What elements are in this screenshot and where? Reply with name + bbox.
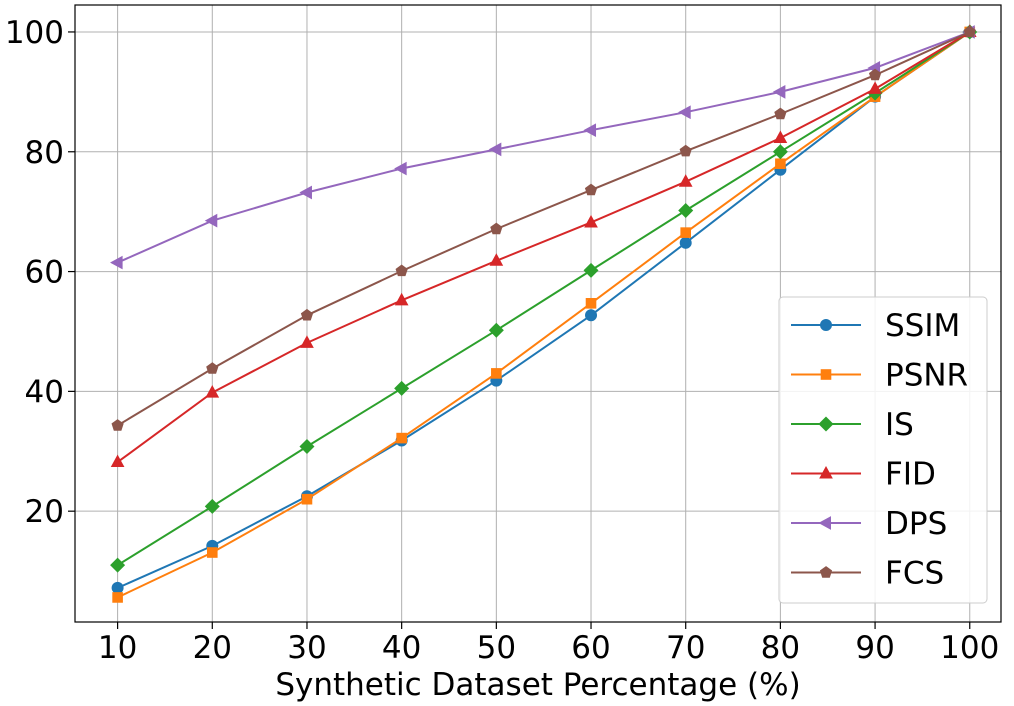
data-point-is: [678, 202, 694, 218]
legend-label: DPS: [885, 506, 947, 542]
legend-label: IS: [885, 407, 914, 443]
data-point-is: [583, 262, 599, 278]
y-tick-label: 100: [5, 15, 64, 51]
x-tick-label: 60: [571, 630, 610, 666]
series-fid: [110, 24, 977, 468]
data-point-dps: [299, 185, 312, 200]
legend-marker-dps: [818, 516, 831, 530]
data-point-fcs: [490, 222, 503, 235]
data-point-ssim: [679, 236, 692, 249]
data-point-fid: [773, 130, 788, 143]
data-point-dps: [772, 85, 786, 99]
data-point-dps: [394, 161, 407, 176]
data-point-fid: [394, 292, 409, 306]
series-dps: [110, 25, 975, 270]
x-tick-label: 10: [98, 630, 137, 666]
legend-label: PSNR: [885, 358, 968, 394]
series-group: [110, 24, 978, 603]
data-point-is: [299, 438, 315, 454]
data-point-psnr: [491, 368, 502, 379]
data-point-psnr: [585, 298, 597, 309]
legend-item-dps: DPS: [791, 506, 947, 542]
y-tick-label: 20: [25, 494, 64, 530]
y-tick-label: 40: [25, 374, 64, 410]
legend-label: FID: [885, 457, 936, 493]
data-point-fcs: [111, 419, 124, 431]
data-point-fid: [205, 385, 220, 398]
series-line-is: [117, 31, 971, 566]
data-point-ssim: [585, 309, 598, 322]
data-point-is: [772, 144, 788, 160]
series-line-fcs: [117, 31, 971, 427]
x-tick-label: 20: [193, 630, 232, 666]
x-tick-label: 80: [761, 630, 800, 666]
data-point-psnr: [301, 493, 313, 505]
data-point-fcs: [584, 183, 598, 196]
data-point-dps: [204, 213, 218, 228]
data-point-dps: [678, 105, 691, 120]
data-point-fid: [678, 174, 693, 187]
data-point-fcs: [774, 107, 787, 120]
data-point-fid: [489, 253, 504, 266]
data-point-dps: [110, 255, 123, 270]
data-point-dps: [488, 142, 502, 157]
data-point-is: [110, 557, 126, 573]
y-tick-label: 80: [25, 135, 64, 171]
series-line-dps: [117, 31, 971, 264]
axis-ticks: 10 20 30 40 50 60 70 80 90 100 20 40 60 80 100: [5, 15, 1000, 666]
x-tick-label: 90: [855, 630, 894, 666]
data-point-psnr: [396, 432, 407, 444]
legend-marker-is: [818, 416, 834, 432]
data-point-fid: [868, 81, 882, 94]
legend: SSIM PSNR IS FID DPS FCS: [778, 296, 988, 604]
series-line-ssim: [117, 31, 971, 589]
data-point-ssim: [111, 581, 124, 594]
data-point-fcs: [868, 68, 882, 81]
data-point-fcs: [963, 25, 976, 38]
data-point-psnr: [680, 227, 692, 238]
x-tick-label: 70: [666, 630, 705, 666]
x-tick-label: 100: [940, 630, 999, 666]
x-tick-label: 50: [477, 630, 516, 666]
legend-marker-ssim: [820, 319, 832, 331]
legend-marker-fid: [819, 465, 833, 479]
data-point-fid: [300, 335, 314, 348]
series-fcs: [111, 25, 976, 431]
legend-item-fid: FID: [791, 457, 936, 493]
legend-item-ssim: SSIM: [791, 308, 960, 344]
data-point-fid: [584, 214, 598, 228]
series-line-psnr: [117, 31, 971, 599]
plot-area-frame: [74, 4, 1002, 623]
x-tick-label: 40: [382, 630, 421, 666]
data-point-fcs: [679, 144, 692, 157]
data-point-psnr: [775, 158, 786, 170]
legend-label: SSIM: [885, 308, 960, 344]
legend-item-is: IS: [791, 407, 914, 443]
data-point-fcs: [300, 308, 314, 321]
x-axis-title: Synthetic Dataset Percentage (%): [275, 667, 800, 703]
legend-label: FCS: [885, 556, 944, 592]
data-point-fid: [110, 454, 125, 468]
data-point-dps: [583, 123, 597, 138]
legend-marker-fcs: [819, 566, 833, 578]
series-line-fid: [117, 31, 971, 463]
x-tick-label: 30: [287, 630, 326, 666]
data-point-psnr: [112, 592, 123, 603]
legend-marker-psnr: [820, 369, 832, 380]
data-point-fcs: [206, 362, 219, 374]
y-tick-label: 60: [25, 255, 64, 291]
legend-item-fcs: FCS: [791, 556, 944, 592]
data-point-is: [488, 322, 504, 338]
legend-item-psnr: PSNR: [791, 358, 968, 394]
data-point-is: [204, 498, 220, 514]
data-point-psnr: [206, 547, 218, 558]
data-point-fcs: [395, 264, 408, 277]
data-point-is: [394, 380, 410, 396]
